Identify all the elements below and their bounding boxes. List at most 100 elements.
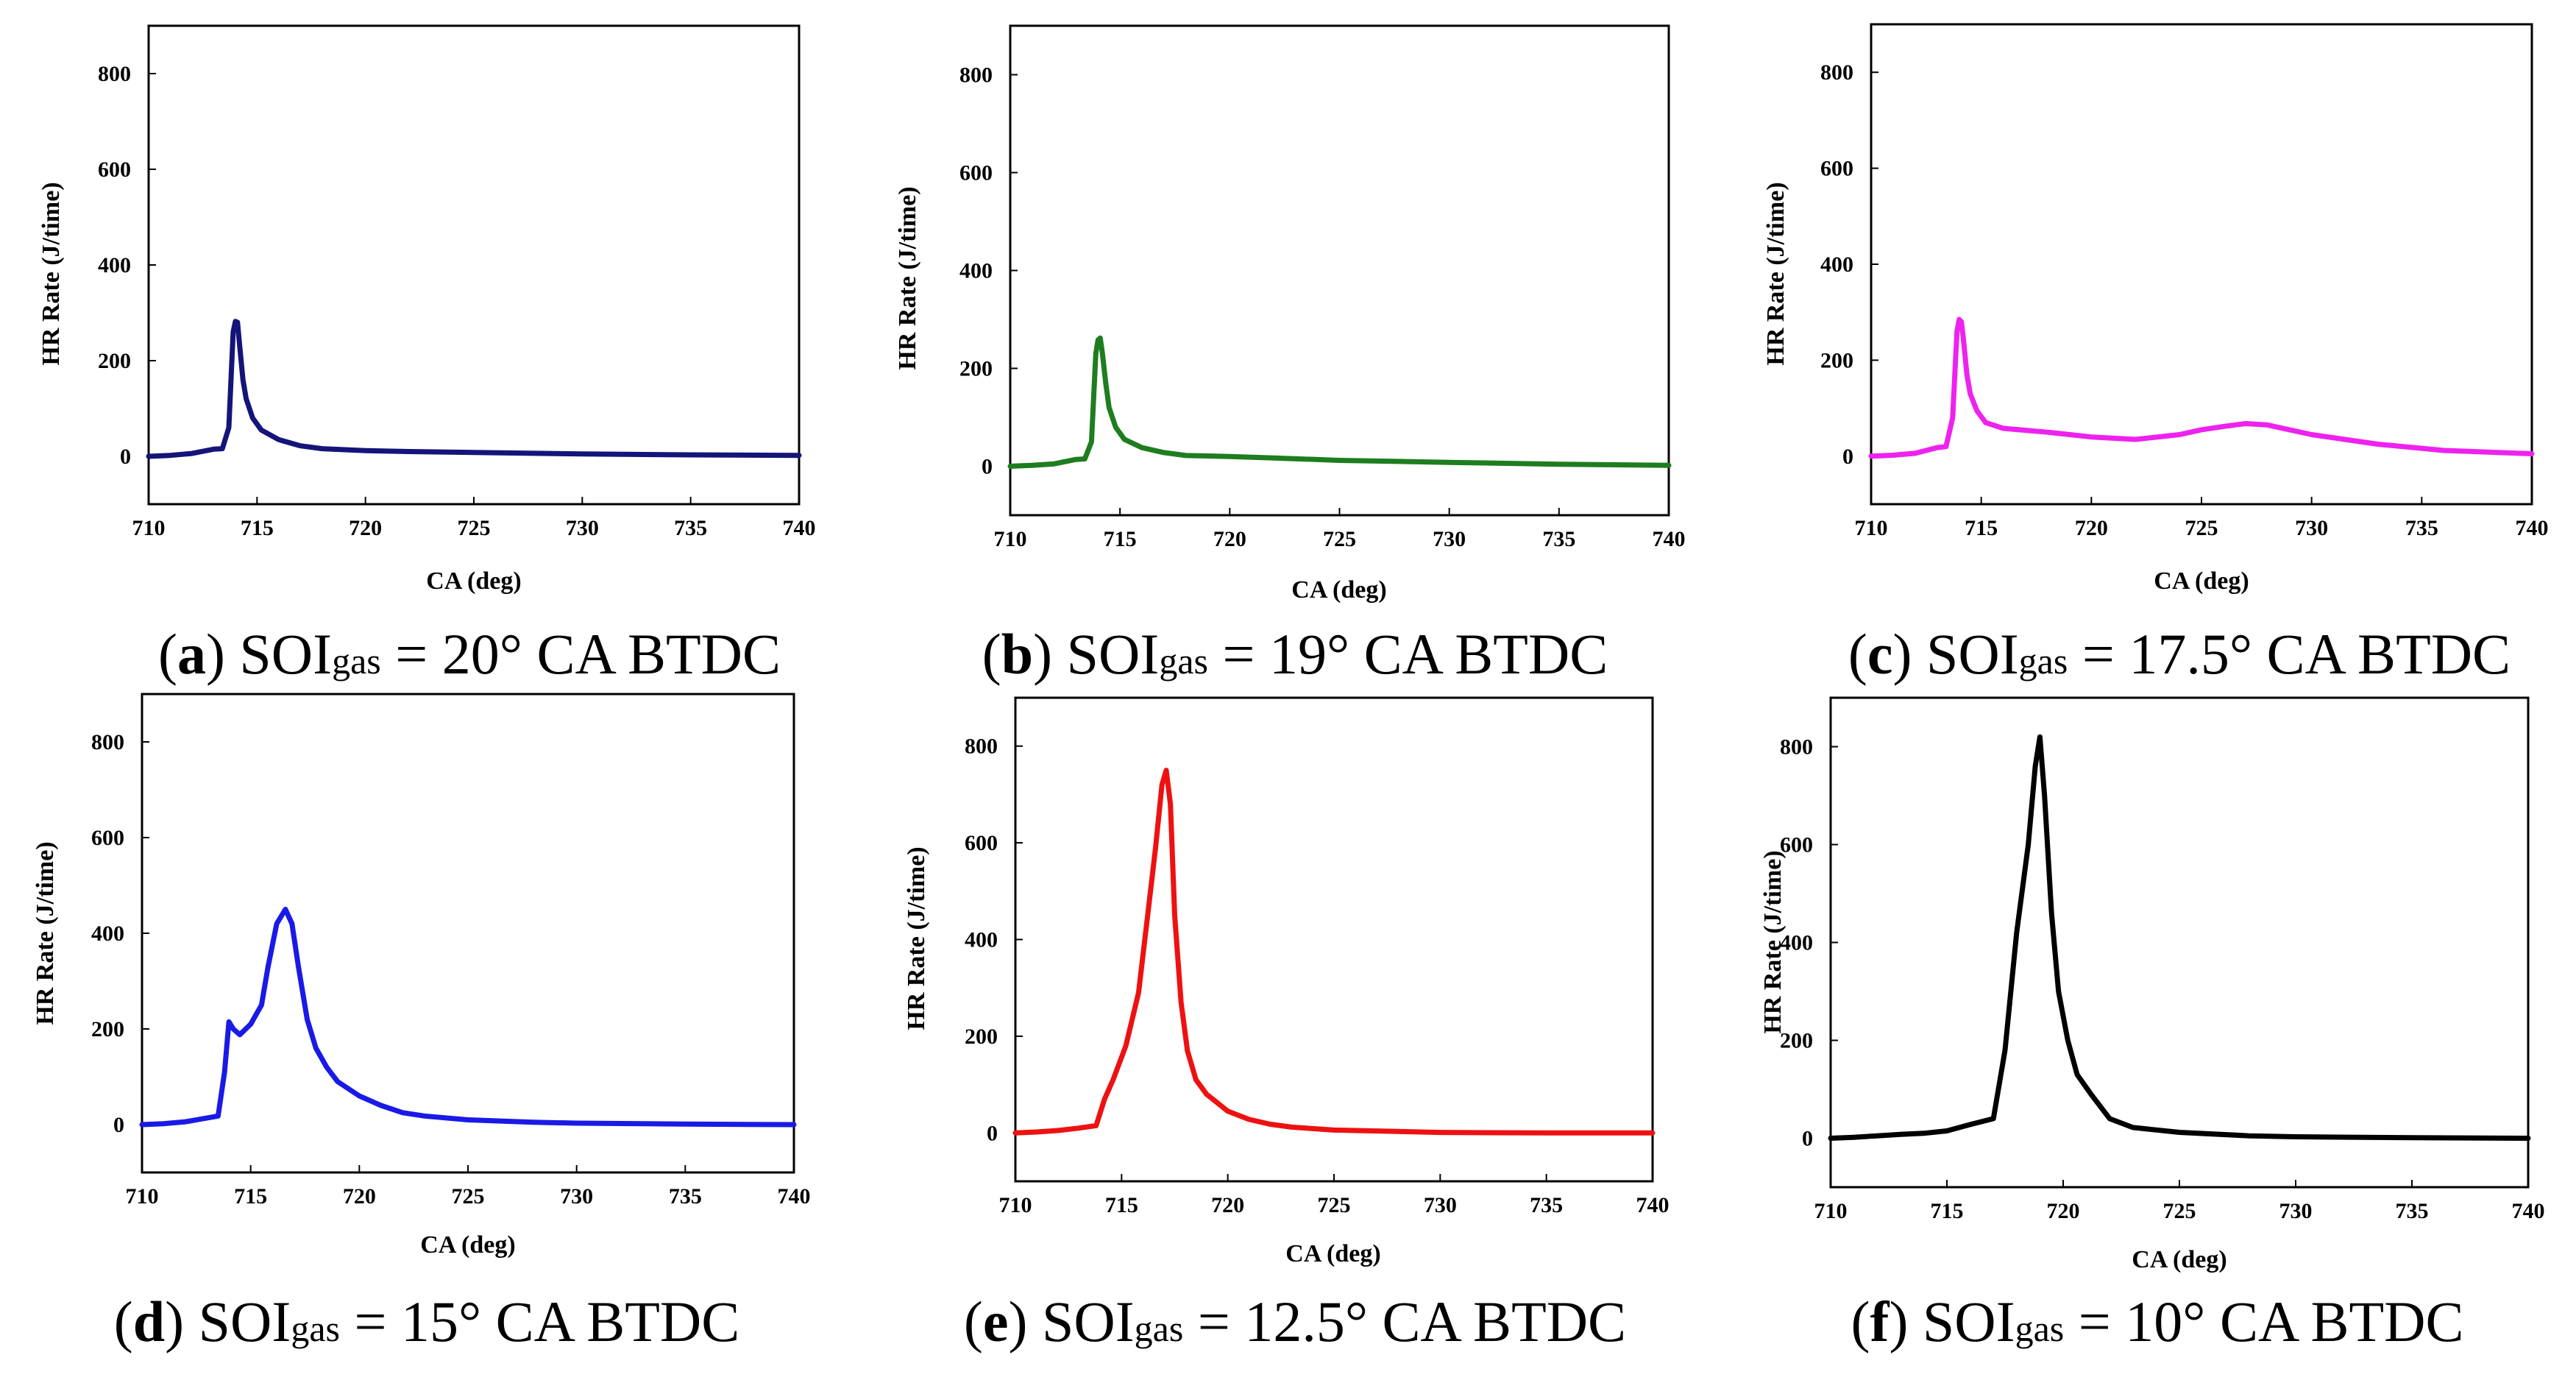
y-tick-label: 400 [98, 253, 131, 277]
series-line [139, 907, 797, 1128]
caption-sub: gas [2015, 1308, 2065, 1349]
y-tick-label: 0 [1802, 1127, 1813, 1151]
y-tick-label: 200 [1820, 348, 1853, 372]
y-tick-label: 0 [113, 1113, 124, 1137]
x-tick-label: 710 [132, 516, 166, 540]
x-tick-label: 735 [1530, 1193, 1563, 1217]
caption-main: SOI [1926, 622, 2019, 686]
panel-caption: (a) SOIgas = 20° CA BTDC [158, 622, 781, 686]
y-tick-label: 600 [1780, 833, 1813, 857]
x-tick-label: 720 [349, 516, 382, 540]
caption-main: SOI [1042, 1289, 1135, 1354]
x-tick-label: 730 [1424, 1193, 1457, 1217]
tick-group: 710 715 720 725 730 735 740 0 200 400 600 800 [965, 735, 1670, 1217]
y-tick-label: 200 [965, 1025, 998, 1049]
panel-caption: (b) SOIgas = 19° CA BTDC [982, 622, 1608, 686]
y-tick-label: 800 [98, 62, 131, 86]
y-axis-title: HR Rate (J/time) [1759, 850, 1786, 1033]
caption-main: SOI [1923, 1289, 2015, 1354]
y-tick-label: 400 [965, 928, 998, 952]
panel-caption: (c) SOIgas = 17.5° CA BTDC [1848, 622, 2511, 686]
x-tick-label: 740 [778, 1184, 811, 1209]
series-line [1828, 734, 2531, 1141]
plot-frame [1009, 24, 1670, 517]
caption-letter: c [1867, 622, 1893, 686]
y-tick-label: 0 [120, 445, 131, 469]
chart-panel-e: CA (deg) HR Rate (J/time) 710 715 720 725 73… [903, 696, 1670, 1354]
caption-rest: = 15° CA BTDC [340, 1289, 739, 1354]
y-tick-label: 600 [1820, 157, 1853, 181]
y-tick-label: 0 [1842, 445, 1853, 469]
y-axis-title: HR Rate (J/time) [1762, 182, 1789, 365]
x-tick-label: 720 [1213, 527, 1246, 551]
x-tick-label: 720 [343, 1184, 376, 1209]
x-axis-title: CA (deg) [426, 567, 521, 595]
y-tick-label: 400 [959, 259, 993, 283]
x-tick-label: 730 [1433, 527, 1466, 551]
y-tick-label: 600 [98, 158, 131, 182]
x-tick-label: 715 [1104, 527, 1137, 551]
caption-letter: b [1001, 622, 1033, 686]
caption-sub: gas [332, 640, 381, 682]
caption-sub: gas [1135, 1308, 1184, 1349]
x-axis-title: CA (deg) [2154, 567, 2249, 595]
caption-rest: = 10° CA BTDC [2064, 1289, 2463, 1354]
x-tick-label: 720 [2075, 516, 2108, 540]
x-tick-label: 740 [1653, 527, 1686, 551]
chart-panel-c: CA (deg) HR Rate (J/time) 710 715 720 725 73… [1762, 23, 2549, 686]
caption-rest: = 17.5° CA BTDC [2068, 622, 2511, 686]
caption-letter: e [983, 1289, 1009, 1354]
y-tick-label: 200 [1780, 1029, 1813, 1053]
tick-group: 710 715 720 725 730 735 740 0 200 400 600 800 [98, 62, 816, 540]
x-tick-label: 710 [1814, 1199, 1848, 1223]
x-tick-label: 735 [2405, 516, 2438, 540]
x-tick-label: 740 [783, 516, 816, 540]
caption-main: SOI [199, 1289, 291, 1354]
y-tick-label: 0 [987, 1121, 998, 1145]
y-tick-label: 200 [959, 357, 993, 381]
caption-rest: = 12.5° CA BTDC [1183, 1289, 1626, 1354]
x-tick-label: 735 [669, 1184, 702, 1209]
x-tick-label: 725 [452, 1184, 485, 1209]
caption-letter: f [1870, 1289, 1890, 1354]
x-tick-label: 725 [1323, 527, 1356, 551]
y-tick-label: 800 [965, 735, 998, 759]
x-tick-label: 730 [2279, 1199, 2313, 1223]
chart-panel-d: CA (deg) HR Rate (J/time) 710 715 720 725 73… [32, 693, 811, 1354]
x-axis-title: CA (deg) [1291, 576, 1386, 604]
tick-group: 710 715 720 725 730 735 740 0 200 400 600 800 [1780, 735, 2545, 1224]
caption-main: SOI [1067, 622, 1160, 686]
x-tick-label: 725 [2163, 1199, 2196, 1223]
y-tick-label: 800 [91, 730, 124, 754]
caption-letter: d [133, 1289, 165, 1354]
y-tick-label: 200 [91, 1017, 124, 1041]
caption-rest: = 20° CA BTDC [381, 622, 781, 686]
y-tick-label: 600 [959, 161, 993, 185]
x-tick-label: 715 [1931, 1199, 1964, 1223]
y-axis-title: HR Rate (J/time) [32, 841, 59, 1025]
x-axis-title: CA (deg) [1285, 1240, 1380, 1267]
x-axis-title: CA (deg) [420, 1231, 515, 1259]
plot-frame [147, 24, 801, 506]
plot-frame [1829, 696, 2530, 1189]
series-line [1007, 335, 1672, 469]
x-tick-label: 740 [2516, 516, 2549, 540]
x-tick-label: 710 [994, 527, 1027, 551]
y-tick-label: 800 [1820, 60, 1853, 85]
plot-frame [1014, 696, 1654, 1183]
y-tick-label: 400 [1780, 931, 1813, 955]
panel-caption: (e) SOIgas = 12.5° CA BTDC [964, 1289, 1626, 1354]
x-tick-label: 715 [1965, 516, 1998, 540]
tick-group: 710 715 720 725 730 735 740 0 200 400 600 800 [91, 730, 811, 1209]
tick-group: 710 715 720 725 730 735 740 0 200 400 600 800 [959, 63, 1686, 552]
x-tick-label: 735 [1542, 527, 1575, 551]
tick-group: 710 715 720 725 730 735 740 0 200 400 600 800 [1820, 60, 2549, 540]
x-tick-label: 715 [1105, 1193, 1138, 1217]
chart-panel-a: CA (deg) HR Rate (J/time) 710 715 720 725 73… [38, 24, 816, 686]
chart-panel-b: CA (deg) HR Rate (J/time) 710 715 720 725 73… [894, 24, 1686, 686]
y-axis-title: HR Rate (J/time) [903, 846, 930, 1030]
caption-sub: gas [2019, 640, 2068, 682]
x-tick-label: 710 [999, 1193, 1032, 1217]
y-tick-label: 600 [965, 831, 998, 855]
